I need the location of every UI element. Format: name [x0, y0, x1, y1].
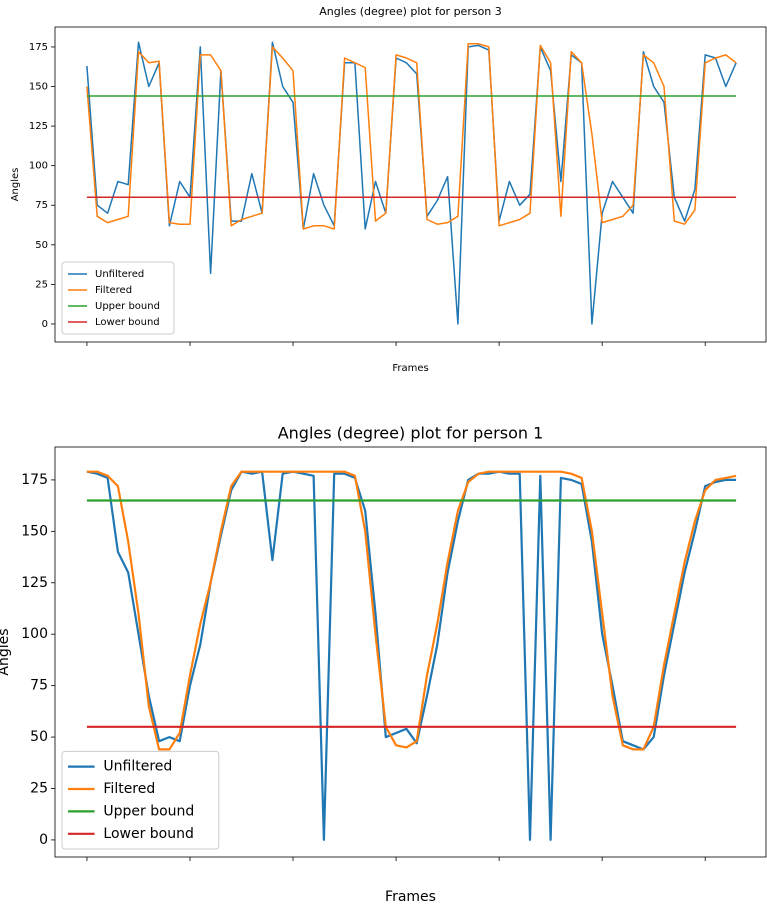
- y-axis-label: Angles: [0, 628, 12, 675]
- x-axis-label: Frames: [385, 889, 436, 905]
- series-line: [86, 43, 737, 230]
- series-line: [86, 41, 737, 325]
- legend-label: Unfiltered: [95, 269, 144, 280]
- legend-label: Lower bound: [103, 826, 193, 842]
- y-tick-label: 50: [35, 240, 48, 251]
- y-tick-label: 0: [39, 832, 48, 848]
- legend-label: Lower bound: [95, 317, 160, 328]
- x-axis-label: Frames: [392, 363, 428, 374]
- series-line: [86, 470, 737, 841]
- plot-frame: [54, 26, 767, 343]
- legend-box: [61, 261, 175, 335]
- legend-box: [61, 750, 220, 850]
- y-tick-label: 100: [29, 161, 48, 172]
- series-line: [86, 470, 737, 751]
- y-tick-label: 100: [21, 626, 48, 642]
- y-tick-label: 50: [30, 729, 48, 745]
- y-tick-label: 150: [29, 82, 48, 93]
- y-tick-label: 25: [35, 279, 48, 290]
- legend-label: Upper bound: [95, 301, 160, 312]
- legend-label: Filtered: [95, 285, 132, 296]
- y-axis-label: Angles: [10, 168, 21, 202]
- y-tick-label: 125: [29, 121, 48, 132]
- y-tick-label: 75: [35, 200, 48, 211]
- y-tick-label: 175: [21, 472, 48, 488]
- chart-title: Angles (degree) plot for person 3: [319, 5, 502, 18]
- legend-label: Filtered: [103, 781, 155, 797]
- chart-title: Angles (degree) plot for person 1: [278, 424, 544, 443]
- y-tick-label: 75: [30, 678, 48, 694]
- y-tick-label: 125: [21, 575, 48, 591]
- y-tick-label: 25: [30, 780, 48, 796]
- legend-label: Upper bound: [103, 803, 194, 819]
- legend-label: Unfiltered: [103, 759, 172, 775]
- plot-frame: [54, 446, 767, 858]
- y-tick-label: 0: [42, 319, 48, 330]
- y-tick-label: 150: [21, 523, 48, 539]
- y-tick-label: 175: [29, 42, 48, 53]
